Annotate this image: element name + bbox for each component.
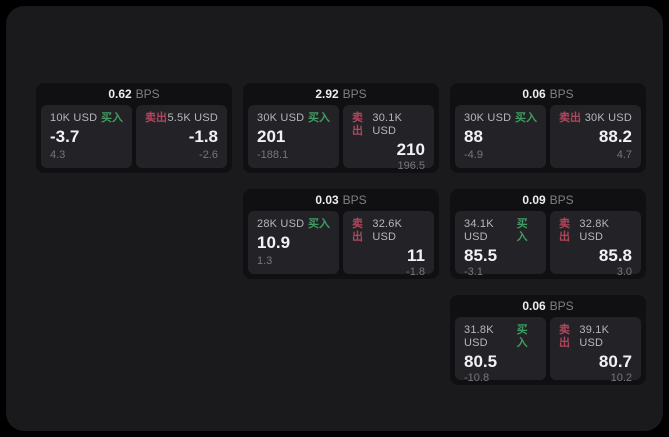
spread-unit: BPS (342, 87, 367, 101)
buy-sub-value: -4.9 (464, 149, 483, 161)
sell-tag: 卖出 (145, 112, 167, 124)
buy-size-label: 28K USD (257, 218, 305, 230)
buy-size-label: 30K USD (257, 112, 305, 124)
quote-cards-grid: 0.62 BPS 10K USD 买入 -3.7 4.3 卖出 5.5K USD (36, 83, 646, 385)
buy-quote-tile[interactable]: 28K USD 买入 10.9 1.3 (248, 211, 339, 274)
buy-price: 88 (464, 127, 483, 146)
buy-tag: 买入 (516, 218, 528, 243)
quote-card: 0.06 BPS 30K USD 买入 88 -4.9 卖出 30K USD (450, 83, 646, 173)
sell-quote-tile[interactable]: 卖出 32.8K USD 85.8 3.0 (550, 211, 641, 278)
spread-value: 0.62 (108, 87, 132, 101)
spread-value: 0.06 (522, 299, 546, 313)
buy-size-label: 10K USD (50, 112, 98, 124)
spread-value: 2.92 (315, 87, 339, 101)
sell-tag: 卖出 (559, 218, 570, 243)
spread-unit: BPS (135, 87, 160, 101)
quotes-panel: 0.62 BPS 10K USD 买入 -3.7 4.3 卖出 5.5K USD (6, 6, 663, 431)
buy-sub-value: 1.3 (257, 255, 273, 267)
sell-quote-tile[interactable]: 卖出 32.6K USD 11 -1.8 (343, 211, 434, 278)
spread-header: 0.06 BPS (455, 86, 641, 103)
buy-quote-tile[interactable]: 30K USD 买入 201 -188.1 (248, 105, 339, 168)
sell-sub-value: 196.5 (397, 160, 425, 172)
buy-price: 10.9 (257, 233, 291, 252)
buy-tag: 买入 (308, 112, 330, 124)
sell-quote-tile[interactable]: 卖出 39.1K USD 80.7 10.2 (550, 317, 641, 384)
sell-sub-value: -2.6 (199, 149, 218, 161)
sell-price: 85.8 (598, 246, 632, 265)
spread-unit: BPS (549, 87, 574, 101)
sell-price: 210 (396, 140, 425, 159)
spread-unit: BPS (549, 193, 574, 207)
quote-card: 0.06 BPS 31.8K USD 买入 80.5 -10.8 卖出 39.1K… (450, 295, 646, 385)
sell-sub-value: 3.0 (616, 266, 632, 278)
buy-sub-value: -10.8 (464, 372, 490, 384)
sell-size-label: 30K USD (584, 112, 632, 124)
buy-quote-tile[interactable]: 31.8K USD 买入 80.5 -10.8 (455, 317, 546, 384)
buy-tag: 买入 (516, 324, 528, 349)
spread-header: 0.62 BPS (41, 86, 227, 103)
spread-unit: BPS (549, 299, 574, 313)
quote-card: 2.92 BPS 30K USD 买入 201 -188.1 卖出 30.1K U… (243, 83, 439, 173)
buy-size-label: 34.1K USD (464, 218, 494, 243)
buy-quote-tile[interactable]: 30K USD 买入 88 -4.9 (455, 105, 546, 168)
quote-card: 0.62 BPS 10K USD 买入 -3.7 4.3 卖出 5.5K USD (36, 83, 232, 173)
sell-size-label: 32.8K USD (579, 218, 610, 243)
sell-price: 80.7 (598, 352, 632, 371)
sell-tag: 卖出 (559, 112, 581, 124)
buy-sub-value: 4.3 (50, 149, 66, 161)
buy-tag: 买入 (308, 218, 330, 230)
sell-price: 11 (407, 246, 425, 265)
spread-header: 0.03 BPS (248, 192, 434, 209)
quote-card: 0.03 BPS 28K USD 买入 10.9 1.3 卖出 32.6K USD (243, 189, 439, 279)
buy-quote-tile[interactable]: 34.1K USD 买入 85.5 -3.1 (455, 211, 546, 278)
spread-header: 2.92 BPS (248, 86, 434, 103)
sell-size-label: 5.5K USD (167, 112, 218, 124)
buy-price: 80.5 (464, 352, 498, 371)
spread-header: 0.06 BPS (455, 298, 641, 315)
buy-price: -3.7 (50, 127, 80, 146)
spread-value: 0.09 (522, 193, 546, 207)
buy-size-label: 31.8K USD (464, 324, 494, 349)
buy-tag: 买入 (515, 112, 537, 124)
buy-quote-tile[interactable]: 10K USD 买入 -3.7 4.3 (41, 105, 132, 168)
sell-price: 88.2 (598, 127, 632, 146)
sell-sub-value: 4.7 (616, 149, 632, 161)
spread-value: 0.06 (522, 87, 546, 101)
sell-price: -1.8 (188, 127, 218, 146)
quote-card: 0.09 BPS 34.1K USD 买入 85.5 -3.1 卖出 32.8K … (450, 189, 646, 279)
sell-sub-value: -1.8 (406, 266, 425, 278)
buy-tag: 买入 (101, 112, 123, 124)
sell-size-label: 32.6K USD (372, 218, 403, 243)
spread-unit: BPS (342, 193, 367, 207)
sell-size-label: 30.1K USD (372, 112, 403, 137)
buy-sub-value: -188.1 (257, 149, 289, 161)
spread-value: 0.03 (315, 193, 339, 207)
sell-quote-tile[interactable]: 卖出 30K USD 88.2 4.7 (550, 105, 641, 168)
sell-sub-value: 10.2 (610, 372, 632, 384)
sell-quote-tile[interactable]: 卖出 30.1K USD 210 196.5 (343, 105, 434, 172)
spread-header: 0.09 BPS (455, 192, 641, 209)
sell-tag: 卖出 (352, 112, 363, 137)
sell-tag: 卖出 (352, 218, 363, 243)
sell-tag: 卖出 (559, 324, 570, 349)
buy-size-label: 30K USD (464, 112, 512, 124)
buy-price: 85.5 (464, 246, 498, 265)
sell-size-label: 39.1K USD (579, 324, 610, 349)
sell-quote-tile[interactable]: 卖出 5.5K USD -1.8 -2.6 (136, 105, 227, 168)
buy-sub-value: -3.1 (464, 266, 483, 278)
buy-price: 201 (257, 127, 286, 146)
